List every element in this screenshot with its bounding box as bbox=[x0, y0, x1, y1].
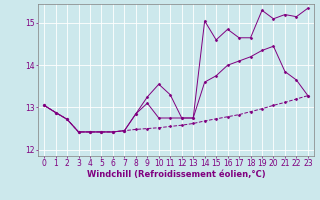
X-axis label: Windchill (Refroidissement éolien,°C): Windchill (Refroidissement éolien,°C) bbox=[87, 170, 265, 179]
